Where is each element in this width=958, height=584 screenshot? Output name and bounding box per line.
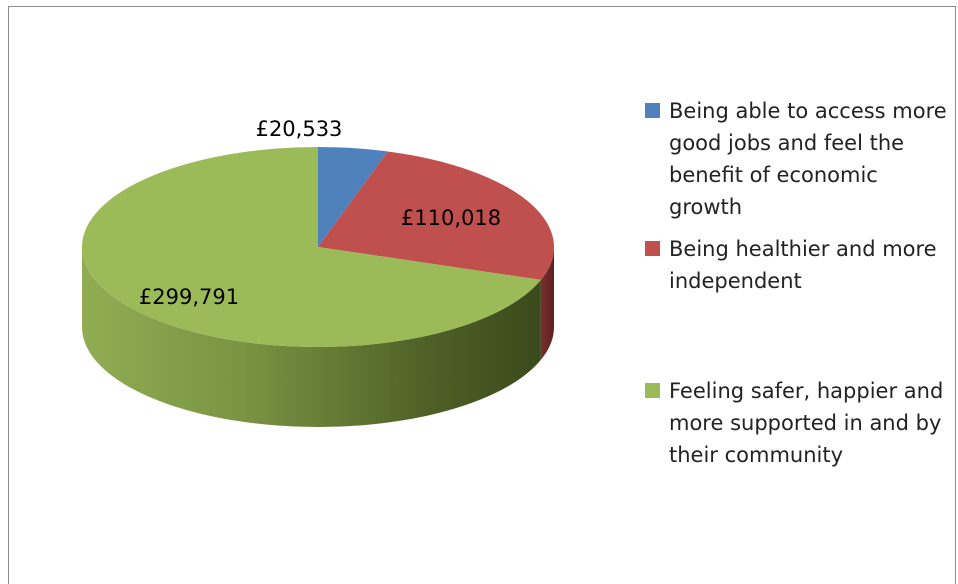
data-label-community: £299,791 xyxy=(139,285,239,309)
legend-swatch-healthier xyxy=(645,241,660,256)
legend-swatch-economic-growth xyxy=(645,103,660,118)
chart-frame: £20,533 £110,018 £299,791 Being able to ac… xyxy=(8,6,956,584)
legend-item-community: Feeling safer, happier and more supporte… xyxy=(645,375,955,471)
data-label-healthier: £110,018 xyxy=(401,206,501,230)
legend-swatch-community xyxy=(645,383,660,398)
data-label-economic-growth: £20,533 xyxy=(256,117,343,141)
legend-label-healthier: Being healthier and more independent xyxy=(645,233,955,297)
legend-item-healthier: Being healthier and more independent xyxy=(645,233,955,297)
legend-label-economic-growth: Being able to access more good jobs and … xyxy=(645,95,955,223)
legend-item-economic-growth: Being able to access more good jobs and … xyxy=(645,95,955,223)
legend-label-community: Feeling safer, happier and more supporte… xyxy=(645,375,955,471)
